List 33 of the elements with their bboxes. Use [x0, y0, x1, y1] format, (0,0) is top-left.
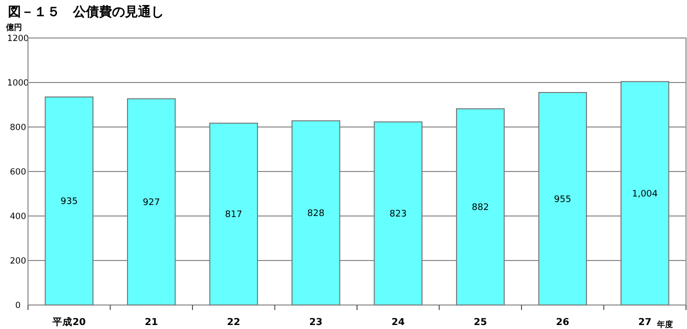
x-axis-title: 年度 [656, 319, 673, 329]
bar [209, 122, 258, 306]
y-tick-label: 800 [10, 123, 26, 133]
x-tick-label: 26 [556, 317, 570, 328]
x-tick-label: 21 [144, 317, 158, 328]
y-tick-label: 200 [10, 256, 26, 266]
x-tick-label: 平成20 [52, 316, 86, 328]
x-tick-label: 27 [638, 317, 652, 328]
y-axis-title: 億円 [5, 23, 22, 32]
data-label: 823 [390, 209, 407, 220]
x-tick-label: 25 [474, 317, 487, 328]
bar [538, 92, 587, 306]
x-tick-label: 23 [309, 317, 322, 328]
bar [292, 120, 340, 306]
y-tick-label: 1200 [7, 34, 29, 44]
y-tick-label: 400 [10, 212, 26, 222]
data-label: 955 [554, 194, 572, 205]
bar [374, 121, 422, 306]
y-tick-label: 600 [10, 168, 26, 178]
bar [44, 96, 94, 306]
data-label: 882 [472, 202, 489, 213]
bar [620, 81, 670, 306]
data-label: 1,004 [632, 189, 658, 200]
x-tick-label: 22 [227, 317, 240, 328]
bar [456, 108, 505, 306]
data-label: 927 [142, 198, 160, 208]
chart-title: 図－１５ 公債費の見通し [8, 4, 164, 20]
data-label: 817 [225, 210, 242, 220]
data-label: 828 [307, 208, 325, 219]
data-label: 935 [60, 196, 78, 207]
x-tick-label: 24 [392, 317, 406, 328]
y-tick-label: 0 [15, 301, 21, 311]
bar [127, 98, 176, 306]
